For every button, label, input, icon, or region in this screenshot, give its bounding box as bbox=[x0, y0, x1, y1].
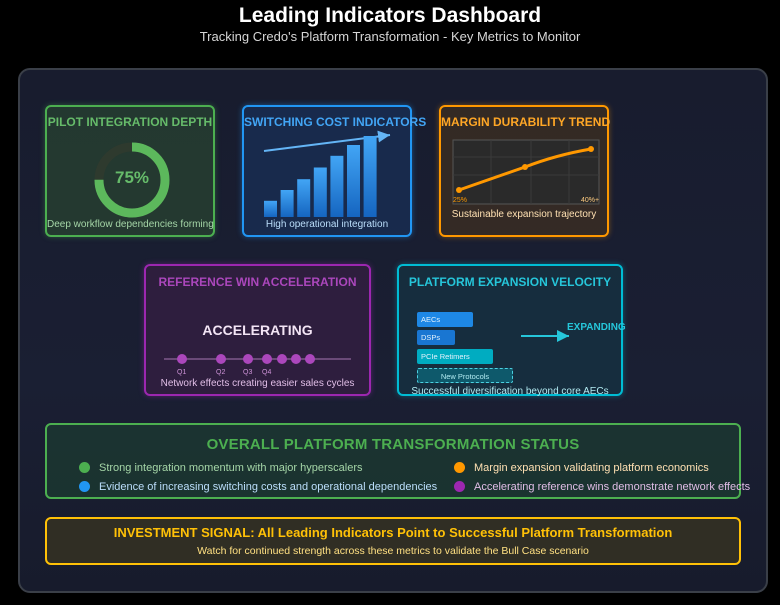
timeline-dot bbox=[291, 354, 301, 364]
switching-bar-6 bbox=[347, 145, 360, 217]
switching-caption: High operational integration bbox=[265, 219, 389, 230]
pilot-caption: Deep workflow dependencies forming bbox=[47, 219, 214, 230]
timeline-dot-q2 bbox=[216, 354, 226, 364]
margin-caption: Sustainable expansion trajectory bbox=[451, 209, 597, 220]
reference-timeline: Q1 Q2 Q3 Q4 bbox=[164, 354, 351, 376]
status-bullet-reference: Accelerating reference wins demonstrate … bbox=[474, 481, 751, 493]
platform-caption: Successful diversification beyond core A… bbox=[411, 386, 609, 397]
reference-win-card: REFERENCE WIN ACCELERATION ACCELERATING … bbox=[144, 264, 371, 396]
margin-trend-graphic: 25% 40%+ bbox=[452, 139, 600, 205]
pilot-progress-ring: 75% bbox=[92, 140, 172, 220]
reference-card-title: REFERENCE WIN ACCELERATION bbox=[158, 275, 357, 289]
margin-point-mid bbox=[522, 164, 528, 170]
status-bullet-margin: Margin expansion validating platform eco… bbox=[474, 462, 709, 474]
product-tag-aecs: AECs bbox=[417, 312, 473, 327]
product-tag-dsps: DSPs bbox=[417, 330, 455, 345]
switching-bar-4 bbox=[313, 167, 327, 217]
margin-durability-card: MARGIN DURABILITY TREND 25% 40%+ Sustain… bbox=[439, 105, 611, 237]
platform-card-title: PLATFORM EXPANSION VELOCITY bbox=[408, 275, 612, 289]
quarter-label-q2: Q2 bbox=[216, 369, 225, 376]
margin-plot-area bbox=[452, 139, 600, 205]
margin-point-end bbox=[588, 146, 594, 152]
margin-start-label: 25% bbox=[453, 197, 467, 204]
pilot-integration-card: PILOT INTEGRATION DEPTH 75% Deep workflo… bbox=[45, 105, 215, 237]
page-subtitle: Tracking Credo's Platform Transformation… bbox=[199, 29, 581, 44]
investment-signal-box: INVESTMENT SIGNAL: All Leading Indicator… bbox=[45, 517, 741, 565]
expansion-arrow bbox=[521, 330, 569, 342]
reference-caption: Network effects creating easier sales cy… bbox=[160, 378, 355, 389]
status-bullet-switching: Evidence of increasing switching costs a… bbox=[99, 481, 438, 493]
expanding-label: EXPANDING bbox=[567, 322, 626, 333]
switching-bar-7 bbox=[363, 136, 377, 217]
timeline-dot-q1 bbox=[177, 354, 187, 364]
status-dot-blue bbox=[79, 481, 90, 492]
status-dot-green bbox=[79, 462, 90, 473]
switching-card-title: SWITCHING COST INDICATORS bbox=[244, 115, 427, 129]
quarter-label-q1: Q1 bbox=[177, 369, 186, 376]
timeline-dot-q3 bbox=[243, 354, 253, 364]
margin-card-title: MARGIN DURABILITY TREND bbox=[441, 115, 611, 129]
product-tag-new-protocols: New Protocols bbox=[417, 368, 513, 383]
pilot-percentage: 75% bbox=[114, 168, 150, 187]
switching-bar-2 bbox=[280, 190, 294, 217]
status-dot-purple bbox=[454, 481, 465, 492]
switching-cost-card: SWITCHING COST INDICATORS High operation… bbox=[242, 105, 427, 237]
product-tag-pcie-retimers: PCIe Retimers bbox=[417, 349, 493, 364]
status-dot-orange bbox=[454, 462, 465, 473]
timeline-dot bbox=[277, 354, 287, 364]
switching-bar-5 bbox=[330, 155, 344, 217]
signal-title: INVESTMENT SIGNAL: All Leading Indicator… bbox=[113, 525, 673, 540]
quarter-label-q4: Q4 bbox=[262, 369, 271, 376]
switching-bar-graphic bbox=[263, 130, 391, 217]
transformation-status-box: OVERALL PLATFORM TRANSFORMATION STATUS S… bbox=[45, 423, 750, 499]
status-bullet-integration: Strong integration momentum with major h… bbox=[99, 462, 363, 474]
platform-expansion-card: PLATFORM EXPANSION VELOCITY AECs DSPs PC… bbox=[397, 264, 626, 397]
progress-ring-fill bbox=[94, 142, 170, 218]
timeline-dot bbox=[305, 354, 315, 364]
margin-end-label: 40%+ bbox=[581, 197, 599, 204]
signal-subtitle: Watch for continued strength across thes… bbox=[197, 545, 589, 557]
switching-bar-3 bbox=[297, 179, 311, 217]
status-title: OVERALL PLATFORM TRANSFORMATION STATUS bbox=[206, 436, 580, 453]
page-title: Leading Indicators Dashboard bbox=[238, 4, 542, 27]
margin-point-start bbox=[456, 187, 462, 193]
quarter-label-q3: Q3 bbox=[243, 369, 252, 376]
pilot-card-title: PILOT INTEGRATION DEPTH bbox=[47, 115, 213, 129]
reference-status-word: ACCELERATING bbox=[202, 322, 313, 338]
timeline-dot-q4 bbox=[262, 354, 272, 364]
switching-bar-1 bbox=[264, 200, 277, 217]
